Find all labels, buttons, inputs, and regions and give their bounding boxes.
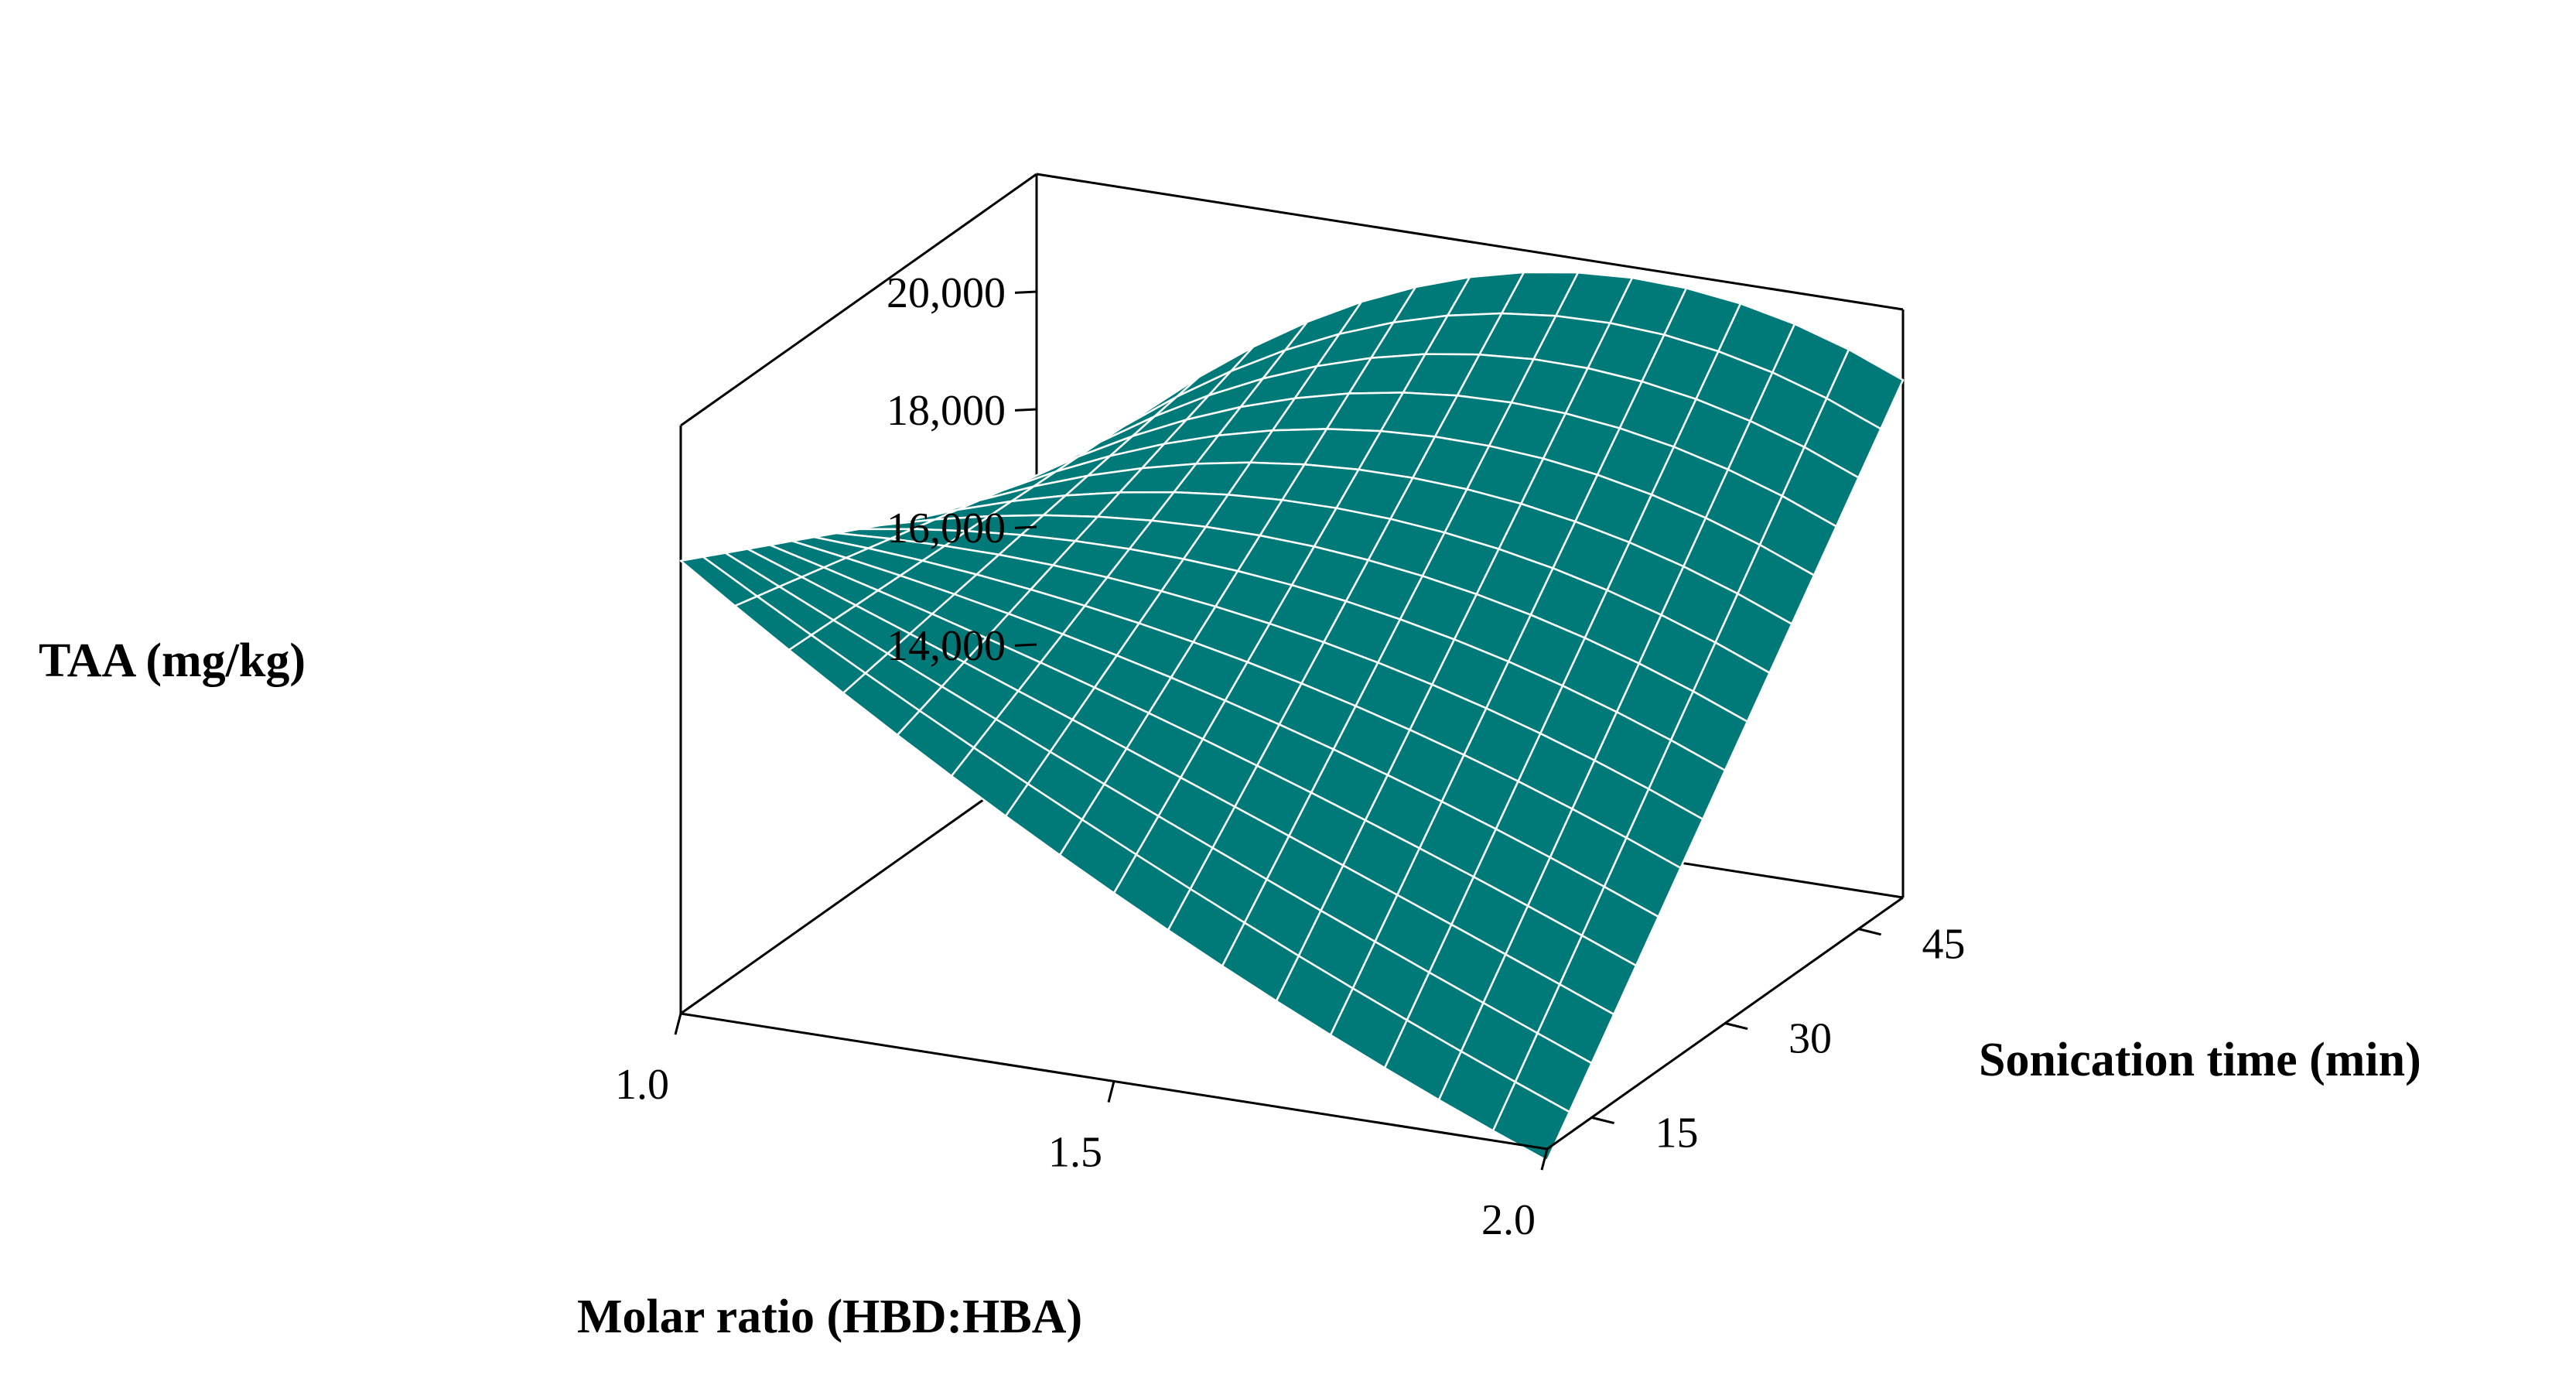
tick-mark [1858,928,1881,936]
box-edge-back-top [1036,173,1904,311]
tick-mark [674,1013,682,1035]
tick-mark [1014,408,1037,412]
z-tick-label: 20,000 [887,269,1006,317]
box-edge-left-top [680,173,1037,427]
tick-mark [1540,1148,1549,1171]
box-edge-left-bottom [680,761,1037,1015]
z-axis-title: TAA (mg/kg) [39,634,306,687]
tick-mark [1107,1081,1115,1103]
z-tick-label: 16,000 [887,504,1006,552]
axis-ticks: 14,000 16,000 18,000 20,000 1.0 1.5 2.0 15 30 45 [615,269,1966,1244]
y-tick-label: 15 [1655,1109,1699,1157]
surface-cell [1491,1081,1571,1162]
response-surface [679,271,1905,1162]
x-tick-label: 2.0 [1481,1196,1536,1244]
tick-mark [1014,525,1037,529]
z-tick-label: 18,000 [887,387,1006,435]
x-axis-title: Molar ratio (HBD:HBA) [577,1291,1082,1343]
x-tick-label: 1.5 [1048,1129,1102,1177]
tick-mark [1724,1022,1748,1031]
tick-mark [1591,1116,1614,1125]
y-axis-title: Sonication time (min) [1979,1034,2421,1086]
y-tick-label: 30 [1789,1015,1832,1063]
x-tick-label: 1.0 [615,1061,669,1109]
y-tick-label: 45 [1922,921,1966,969]
z-tick-label: 14,000 [887,622,1006,670]
